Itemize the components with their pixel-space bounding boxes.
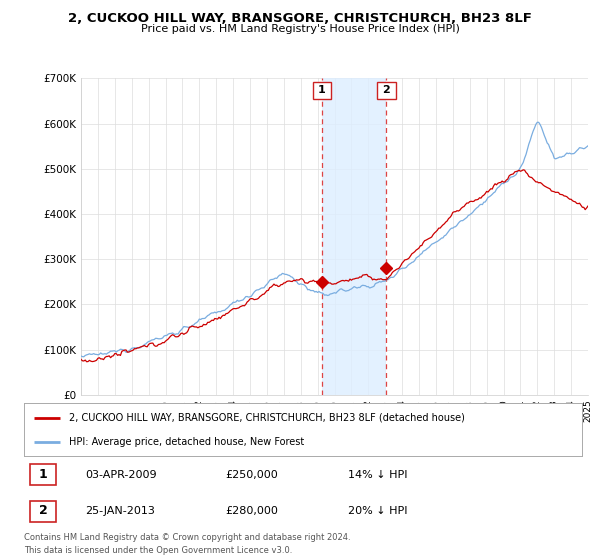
Text: £250,000: £250,000 xyxy=(225,470,278,479)
Text: HPI: Average price, detached house, New Forest: HPI: Average price, detached house, New … xyxy=(68,437,304,447)
Text: 1: 1 xyxy=(318,85,326,95)
Text: 2, CUCKOO HILL WAY, BRANSGORE, CHRISTCHURCH, BH23 8LF: 2, CUCKOO HILL WAY, BRANSGORE, CHRISTCHU… xyxy=(68,12,532,25)
Text: This data is licensed under the Open Government Licence v3.0.: This data is licensed under the Open Gov… xyxy=(24,546,292,555)
Text: Price paid vs. HM Land Registry's House Price Index (HPI): Price paid vs. HM Land Registry's House … xyxy=(140,24,460,34)
Text: 03-APR-2009: 03-APR-2009 xyxy=(85,470,157,479)
Text: 1: 1 xyxy=(38,468,47,481)
FancyBboxPatch shape xyxy=(377,82,395,99)
FancyBboxPatch shape xyxy=(313,82,331,99)
Text: Contains HM Land Registry data © Crown copyright and database right 2024.: Contains HM Land Registry data © Crown c… xyxy=(24,533,350,542)
Text: 20% ↓ HPI: 20% ↓ HPI xyxy=(347,506,407,516)
Bar xyxy=(322,78,386,395)
Text: 2: 2 xyxy=(383,85,390,95)
Text: 14% ↓ HPI: 14% ↓ HPI xyxy=(347,470,407,479)
Text: 2, CUCKOO HILL WAY, BRANSGORE, CHRISTCHURCH, BH23 8LF (detached house): 2, CUCKOO HILL WAY, BRANSGORE, CHRISTCHU… xyxy=(68,413,464,423)
Text: 25-JAN-2013: 25-JAN-2013 xyxy=(85,506,155,516)
Text: 2: 2 xyxy=(38,505,47,517)
Text: £280,000: £280,000 xyxy=(225,506,278,516)
FancyBboxPatch shape xyxy=(29,464,56,485)
FancyBboxPatch shape xyxy=(29,501,56,521)
